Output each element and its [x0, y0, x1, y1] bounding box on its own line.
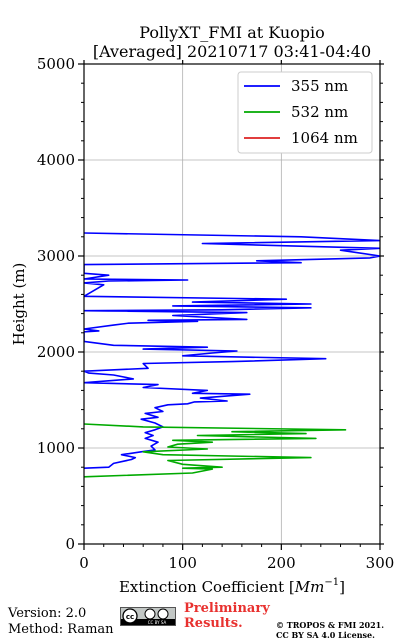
legend-label: 355 nm	[291, 77, 348, 95]
version-text: Version: 2.0	[8, 606, 87, 621]
series-line-532-nm	[84, 423, 347, 478]
y-tick-label: 1000	[37, 439, 75, 457]
chart-title-line-1: PollyXT_FMI at Kuopio	[139, 23, 325, 42]
y-tick-label: 5000	[37, 55, 75, 73]
y-tick-label: 0	[65, 535, 75, 553]
x-tick-label: 100	[168, 554, 197, 572]
cc-license-badge-icon: cc CC BY SA	[120, 607, 176, 626]
y-axis-label: Height (m)	[10, 263, 28, 346]
method-text: Method: Raman	[8, 622, 114, 637]
preliminary-line-2: Results.	[184, 616, 243, 631]
legend-label: 532 nm	[291, 103, 348, 121]
chart-title-line-2: [Averaged] 20210717 03:41-04:40	[92, 42, 372, 61]
copyright-note: © TROPOS & FMI 2021. CC BY SA 4.0 Licens…	[276, 620, 384, 640]
axis-ticks	[78, 60, 384, 550]
x-axis-label: Extinction Coefficient [Mm−1]	[119, 577, 345, 596]
legend-label: 1064 nm	[291, 129, 358, 147]
x-tick-label: 200	[267, 554, 296, 572]
plot-area-frame	[83, 63, 381, 545]
copyright-line-1: © TROPOS & FMI 2021.	[276, 620, 385, 630]
y-tick-label: 2000	[37, 343, 75, 361]
x-tick-label: 0	[79, 554, 89, 572]
x-tick-label: 300	[366, 554, 395, 572]
cc-badge-label: CC BY SA	[148, 620, 167, 625]
copyright-line-2: CC BY SA 4.0 License.	[276, 630, 375, 640]
preliminary-results-note: Preliminary Results.	[184, 601, 270, 631]
y-tick-label: 3000	[37, 247, 75, 265]
y-tick-label: 4000	[37, 151, 75, 169]
legend-box	[237, 71, 373, 154]
svg-text:cc: cc	[126, 613, 134, 621]
preliminary-line-1: Preliminary	[184, 601, 270, 616]
legend: 355 nm 532 nm 1064 nm	[237, 71, 373, 154]
